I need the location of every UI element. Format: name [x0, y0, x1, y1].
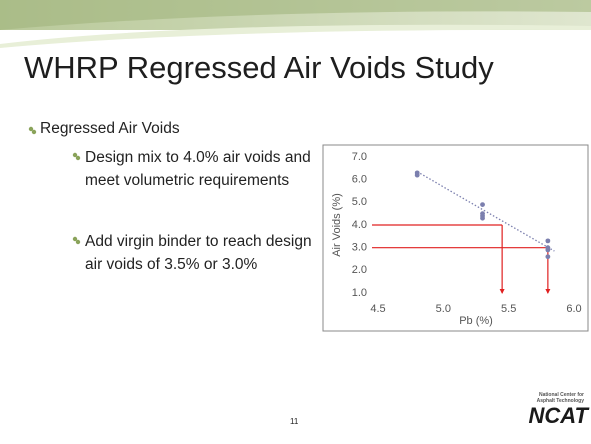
y-axis-label: Air Voids (%) — [331, 193, 343, 257]
logo-line: Asphalt Technology — [536, 398, 584, 404]
logo-line: National Center for — [538, 392, 584, 398]
point — [414, 172, 420, 178]
point — [545, 247, 551, 253]
y-tick-label: 5.0 — [352, 196, 367, 208]
point — [480, 215, 485, 221]
header-swoosh — [0, 0, 591, 30]
arrow-head — [545, 289, 551, 294]
x-tick-label: 5.5 — [501, 303, 516, 315]
sub-bullet: Add virgin binder to reach design air vo… — [85, 233, 312, 273]
sub-bullet: Design mix to 4.0% air voids and meet vo… — [85, 149, 311, 189]
logo: National Center for Asphalt Technology N… — [524, 392, 588, 438]
x-tick-label: 6.0 — [566, 303, 581, 315]
y-tick-label: 4.0 — [352, 219, 367, 231]
bullet-icon — [72, 236, 81, 245]
bullet-icon — [28, 126, 37, 135]
slide-title: WHRP Regressed Air Voids Study — [24, 50, 494, 85]
x-tick-label: 4.5 — [370, 303, 385, 315]
y-tick-label: 1.0 — [352, 287, 367, 299]
bullet-icon — [72, 152, 81, 161]
y-tick-label: 6.0 — [352, 174, 367, 186]
y-tick-label: 7.0 — [352, 151, 367, 163]
logo-name: NCAT — [528, 403, 588, 428]
y-tick-label: 3.0 — [352, 242, 367, 254]
chart-frame — [322, 144, 589, 332]
page-number: 11 — [290, 417, 299, 426]
x-axis-label: Pb (%) — [459, 315, 493, 327]
point — [480, 202, 485, 208]
bullet: Regressed Air Voids — [40, 120, 180, 137]
arrow-head — [499, 289, 505, 294]
point — [545, 238, 551, 244]
y-tick-label: 2.0 — [352, 264, 367, 276]
x-tick-label: 5.0 — [436, 303, 451, 315]
point — [545, 254, 551, 260]
header-curve — [0, 24, 591, 48]
trendline — [416, 171, 555, 252]
